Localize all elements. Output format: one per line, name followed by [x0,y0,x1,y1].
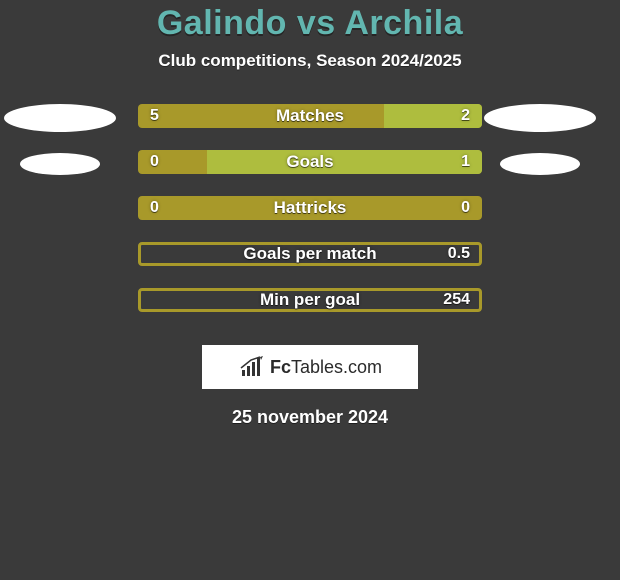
stat-value-right: 2 [461,107,470,125]
player-marker-left [20,153,101,175]
brand-rest: Tables.com [291,357,382,377]
stat-row: Matches 5 2 [0,97,620,143]
subtitle: Club competitions, Season 2024/2025 [0,51,620,71]
stat-label: Matches [276,106,344,126]
player-marker-right [500,153,581,175]
stat-value-left: 0 [150,199,159,217]
stat-value-left: 0 [150,153,159,171]
stat-row: Goals 0 1 [0,143,620,189]
stat-value-right: 1 [461,153,470,171]
stat-row: Hattricks 0 0 [0,189,620,235]
player-marker-left [4,104,116,132]
stats-chart: Matches 5 2 Goals 0 1 Hattricks 0 0 Goals per mat… [0,97,620,327]
stat-value-right: 254 [443,291,470,309]
stat-row: Min per goal 254 [0,281,620,327]
stat-value-right: 0.5 [448,245,470,263]
comparison-card: Galindo vs Archila Club competitions, Se… [0,0,620,580]
bar-chart-icon [238,356,266,378]
brand-logo: FcTables.com [202,345,418,389]
stat-label: Min per goal [260,290,360,310]
stat-bar-right [207,150,482,174]
stat-value-right: 0 [461,199,470,217]
brand-text: FcTables.com [270,357,382,378]
stat-row: Goals per match 0.5 [0,235,620,281]
page-title: Galindo vs Archila [0,4,620,43]
stat-label: Goals [286,152,333,172]
stat-label: Hattricks [274,198,347,218]
brand-strong: Fc [270,357,291,377]
stat-label: Goals per match [243,244,376,264]
player-marker-right [484,104,596,132]
stat-value-left: 5 [150,107,159,125]
snapshot-date: 25 november 2024 [0,407,620,428]
